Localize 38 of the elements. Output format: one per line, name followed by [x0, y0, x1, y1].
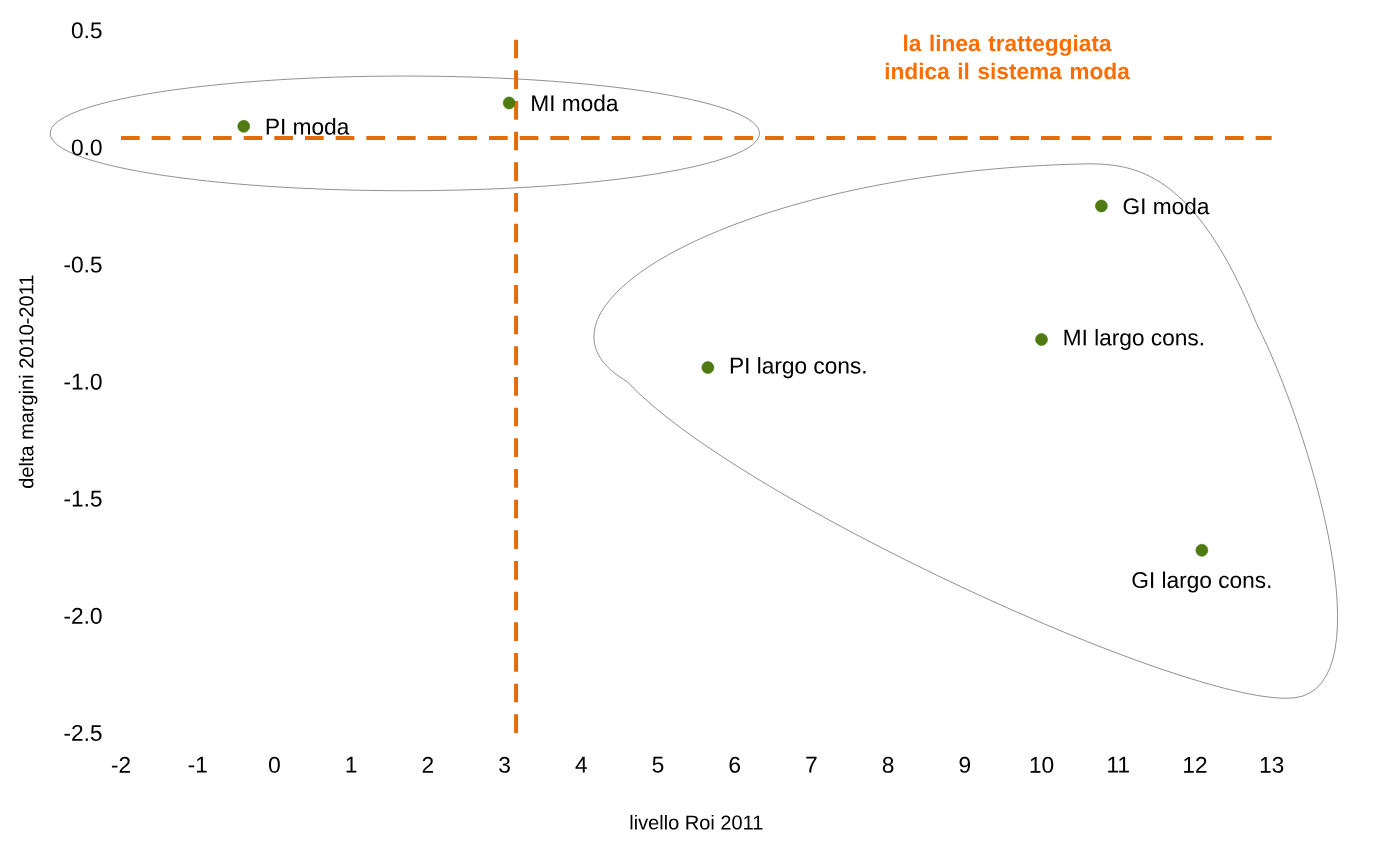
x-tick-label: 10	[1030, 756, 1054, 773]
y-tick-label: 0.0	[71, 139, 102, 156]
x-tick-label: 1	[346, 756, 357, 773]
x-tick-label: 5	[652, 756, 664, 773]
y-tick-label: -2.5	[64, 724, 102, 742]
x-tick-label: 7	[806, 756, 817, 773]
y-axis-title: delta margini 2010-2011	[18, 275, 38, 488]
x-tick-label: 12	[1184, 756, 1207, 773]
y-tick-label: -2.0	[64, 607, 102, 624]
point	[1095, 199, 1108, 213]
annotation: GI largo cons.	[1132, 571, 1271, 593]
point	[237, 120, 251, 133]
point	[502, 96, 516, 110]
x-axis-title: livello Roi 2011	[630, 814, 763, 830]
point	[1035, 333, 1048, 346]
y-tick-label: -0.5	[64, 256, 102, 273]
x-tick-label: 6	[729, 756, 740, 773]
annotation: la linea tratteggiata indica il sistema moda	[885, 34, 1130, 80]
x-tick-label: 2	[422, 756, 434, 773]
x-tick-label: 13	[1260, 756, 1284, 773]
y-tick-label: -1.5	[64, 490, 102, 507]
y-tick-label: 0.5	[71, 22, 102, 39]
x-tick-label: 8	[882, 756, 894, 773]
annotation: GI moda	[1123, 197, 1210, 215]
annotation: PI moda	[266, 118, 350, 135]
x-tick-label: -1	[188, 756, 207, 773]
x-tick-label: 9	[959, 756, 971, 773]
x-tick-label: 0	[269, 756, 280, 773]
annotation: MI moda	[532, 94, 619, 112]
x-tick-label: -2	[111, 756, 130, 773]
x-tick-label: 4	[575, 756, 587, 773]
x-tick-label: 3	[499, 756, 510, 773]
point	[1195, 544, 1209, 557]
x-tick-label: 11	[1108, 756, 1129, 773]
annotation: PI largo cons.	[730, 357, 866, 379]
annotation: MI largo cons.	[1064, 328, 1203, 351]
y-tick-label: -1.0	[64, 373, 102, 390]
point	[701, 361, 715, 374]
